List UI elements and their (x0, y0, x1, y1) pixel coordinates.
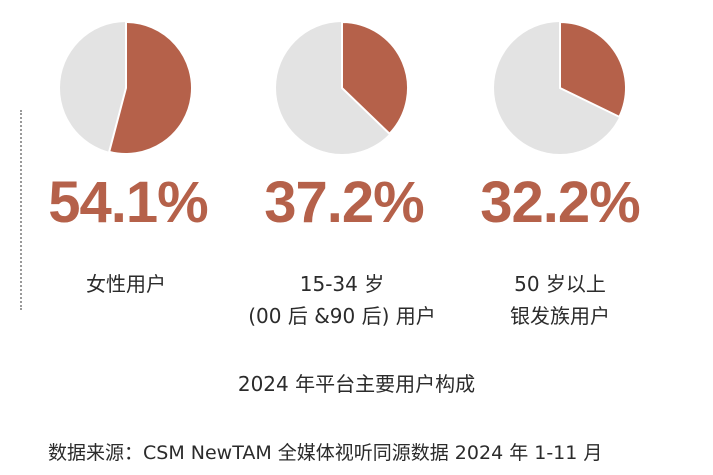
pie-value-slice (107, 20, 193, 155)
percent-value-female: 54.1% (48, 170, 208, 235)
label-female: 女性用户 (6, 268, 246, 300)
pie-chart-age-15-34 (272, 18, 412, 158)
pie-svg-age-15-34 (276, 20, 409, 154)
percent-value-age-15-34: 37.2% (264, 170, 424, 235)
chart-title: 2024 年平台主要用户构成 (237, 372, 476, 396)
label-age-50-plus-line-2: 银发族用户 (510, 304, 610, 328)
label-age-50-plus: 50 岁以上 银发族用户 (440, 268, 680, 332)
label-age-15-34-line-2: (00 后 &90 后) 用户 (248, 304, 436, 328)
label-age-15-34: 15-34 岁 (00 后 &90 后) 用户 (222, 268, 462, 332)
pie-value-slice (341, 20, 409, 136)
pie-svg-age-50-plus (494, 20, 627, 154)
label-age-50-plus-line-1: 50 岁以上 (514, 272, 606, 296)
label-age-15-34-line-1: 15-34 岁 (299, 272, 385, 296)
pie-chart-age-50-plus (490, 18, 630, 158)
pie-chart-female (56, 18, 196, 158)
pie-svg-female (60, 20, 193, 155)
divider-dotted-line (20, 110, 22, 310)
data-source-note: 数据来源：CSM NewTAM 全媒体视听同源数据 2024 年 1-11 月 (48, 442, 603, 464)
label-female-line-1: 女性用户 (86, 272, 166, 296)
pie-value-slice (559, 20, 627, 119)
percent-value-age-50-plus: 32.2% (480, 170, 640, 235)
